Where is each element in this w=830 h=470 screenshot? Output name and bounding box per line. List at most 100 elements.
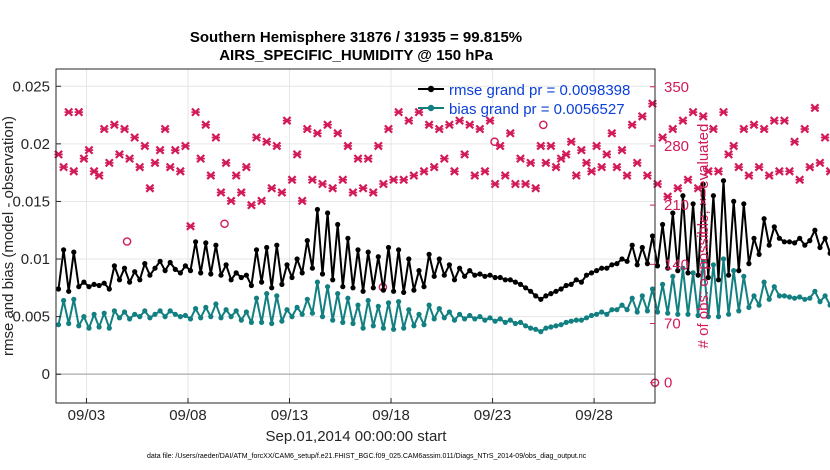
bias-point xyxy=(710,262,717,268)
obs-evaluated-point xyxy=(343,141,353,151)
obs-evaluated-point xyxy=(414,107,424,117)
rmse-point xyxy=(309,265,315,271)
obs-evaluated-point xyxy=(627,120,637,130)
bias-point xyxy=(731,268,737,274)
legend: rmse grand pr = 0.0098398 bias grand pr … xyxy=(418,82,630,118)
rmse-point xyxy=(720,178,727,184)
obs-evaluated-point xyxy=(125,154,134,164)
rmse-point xyxy=(563,282,569,289)
legend-rmse-marker xyxy=(427,85,435,93)
obs-evaluated-point xyxy=(145,183,155,193)
bias-point xyxy=(573,317,579,323)
rmse-point xyxy=(391,288,397,294)
bias-point xyxy=(786,294,793,300)
obs-evaluated-point xyxy=(358,183,368,193)
rmse-point xyxy=(106,286,112,292)
obs-evaluated-point xyxy=(551,162,561,172)
y-tick-label: 0.02 xyxy=(21,136,50,153)
bias-point xyxy=(644,308,651,314)
rmse-point xyxy=(588,270,595,276)
rmse-point xyxy=(654,263,661,269)
rmse-point xyxy=(319,271,326,277)
bias-point xyxy=(172,311,178,317)
bias-point xyxy=(436,306,442,312)
obs-evaluated-point xyxy=(94,171,104,180)
obs-evaluated-point xyxy=(521,179,530,189)
obs-evaluated-point xyxy=(577,145,586,155)
obs-possible-point xyxy=(490,137,499,147)
bias-point xyxy=(583,315,590,321)
rmse-point xyxy=(218,272,224,278)
bias-point xyxy=(548,324,554,330)
bias-point xyxy=(66,320,72,327)
rmse-point xyxy=(248,282,254,289)
obs-evaluated-point xyxy=(582,158,591,168)
rmse-point xyxy=(330,277,336,283)
rmse-point xyxy=(817,244,823,251)
rmse-point xyxy=(644,261,651,267)
obs-evaluated-point xyxy=(409,171,419,180)
rmse-point xyxy=(96,282,102,289)
obs-evaluated-point xyxy=(683,175,693,185)
rmse-point xyxy=(512,279,519,285)
obs-evaluated-point xyxy=(790,137,799,147)
obs-evaluated-point xyxy=(323,120,332,130)
bias-series xyxy=(55,256,830,335)
rmse-point xyxy=(385,244,392,251)
bias-point xyxy=(512,320,519,327)
bias-point xyxy=(675,311,681,317)
rmse-point xyxy=(294,256,300,262)
rmse-point xyxy=(634,262,640,268)
plot-frame xyxy=(55,68,656,404)
rmse-point xyxy=(335,221,341,228)
bias-point xyxy=(132,311,138,317)
obs-evaluated-point xyxy=(698,111,708,121)
obs-mark-stroke xyxy=(825,169,830,176)
bias-point xyxy=(335,291,341,297)
rmse-point xyxy=(457,265,463,271)
rmse-point xyxy=(350,285,356,291)
rmse-point xyxy=(751,235,757,241)
obs-evaluated-point xyxy=(201,120,211,130)
obs-evaluated-point xyxy=(724,150,733,159)
bias-point xyxy=(208,314,214,320)
bias-point xyxy=(142,308,148,314)
obs-evaluated-point xyxy=(155,145,165,155)
bias-point xyxy=(162,314,168,320)
bias-point xyxy=(619,302,625,308)
rmse-point xyxy=(365,249,371,255)
rmse-point xyxy=(771,224,777,230)
rmse-point xyxy=(710,193,717,199)
rmse-point xyxy=(304,238,310,244)
chart-title-line-2: AIRS_SPECIFIC_HUMIDITY @ 150 hPa xyxy=(219,47,493,64)
rmse-point xyxy=(553,288,559,294)
obs-evaluated-point xyxy=(825,166,830,176)
rmse-point xyxy=(726,272,732,278)
bias-point xyxy=(533,326,539,332)
bias-point xyxy=(213,301,219,307)
bias-point xyxy=(462,316,468,322)
obs-evaluated-point xyxy=(455,116,464,125)
obs-evaluated-point xyxy=(774,166,784,176)
rmse-point xyxy=(233,270,239,276)
bias-point xyxy=(705,314,711,320)
bias-point xyxy=(96,324,102,330)
obs-evaluated-point xyxy=(445,120,454,130)
obs-evaluated-point xyxy=(160,124,170,134)
bias-point xyxy=(558,322,564,328)
rmse-point xyxy=(406,256,412,262)
bias-point xyxy=(517,319,524,325)
bias-point xyxy=(269,320,275,327)
rmse-point xyxy=(517,281,524,287)
y-axis-right: 0 70 140 210 280 350 xyxy=(650,79,689,392)
obs-evaluated-point xyxy=(541,158,551,168)
rmse-point xyxy=(380,287,386,293)
bias-point xyxy=(385,300,392,306)
bias-point xyxy=(375,303,381,309)
rmse-point xyxy=(147,272,153,278)
bias-point xyxy=(588,312,595,319)
bias-point xyxy=(396,299,402,305)
rmse-point xyxy=(507,277,513,283)
bias-point xyxy=(416,311,422,317)
rmse-point xyxy=(162,268,168,274)
